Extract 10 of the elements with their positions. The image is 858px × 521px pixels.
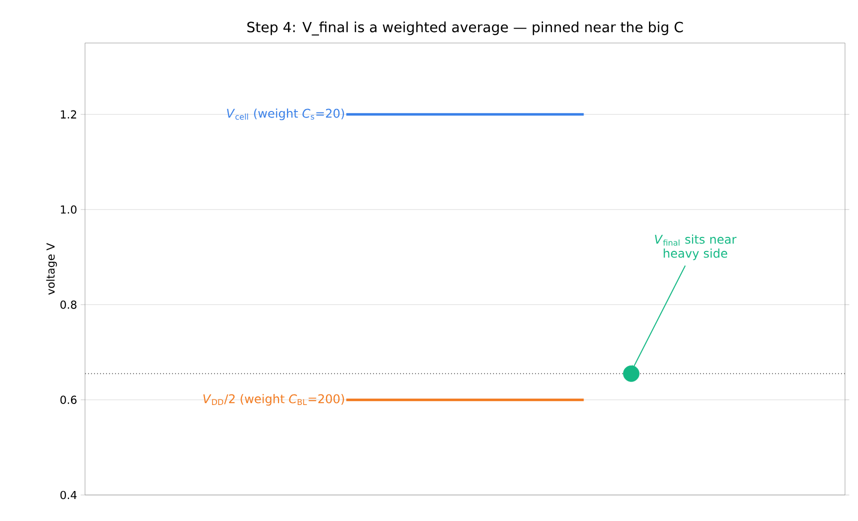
series-label: V$_{cell}$ (weight C$_{s}$=20) [227, 108, 344, 120]
y-tick-label: 0.8 [60, 300, 76, 309]
y-tick-label: 0.6 [60, 396, 77, 404]
annotation: V$_{final}$ sits near heavy side [654, 234, 736, 260]
series-label: V$_{DD}$/2 (weight C$_{BL}$=200) [203, 394, 344, 406]
chart-title: Step 4: V_final is a weighted average — pinned near the big C [247, 22, 683, 36]
y-tick-label: 1.0 [60, 205, 76, 214]
y-tick-label: 1.2 [60, 110, 76, 118]
y-axis-title: voltage V [46, 243, 57, 295]
y-tick-label: 0.4 [60, 490, 77, 500]
